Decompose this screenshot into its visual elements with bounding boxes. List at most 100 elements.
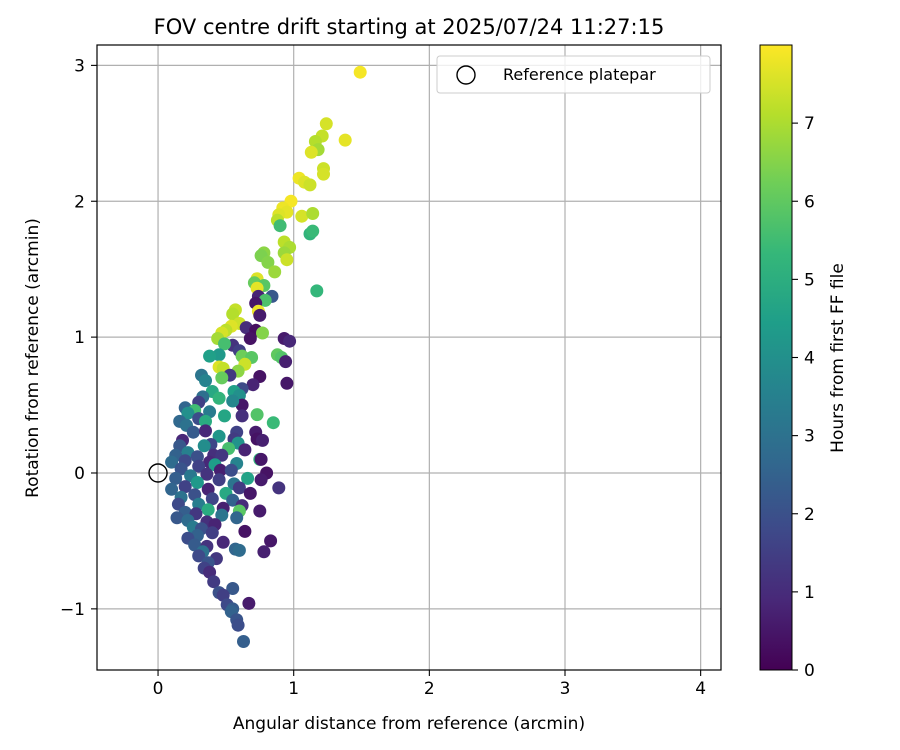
scatter-point [261, 255, 275, 269]
colorbar-tick-label: 3 [804, 427, 815, 447]
scatter-point [174, 462, 188, 476]
scatter-point [212, 473, 226, 487]
scatter-point [232, 543, 246, 557]
colorbar-tick-label: 2 [804, 505, 815, 525]
scatter-point [253, 308, 267, 322]
plot-frame [96, 44, 722, 671]
colorbar-tick-label: 7 [804, 114, 815, 134]
scatter-point [242, 596, 256, 610]
x-tick-label: 3 [560, 679, 571, 699]
scatter-point [200, 467, 214, 481]
scatter-point [310, 284, 324, 298]
colorbar-tick-label: 5 [804, 270, 815, 290]
y-tick-label: −1 [60, 600, 85, 620]
scatter-point [353, 65, 367, 79]
y-tick-label: 0 [74, 464, 85, 484]
x-tick-label: 0 [153, 679, 164, 699]
scatter-point [264, 534, 278, 548]
x-tick-label: 1 [288, 679, 299, 699]
chart-title: FOV centre drift starting at 2025/07/24 … [154, 15, 665, 39]
scatter-point [280, 253, 294, 267]
scatter-point [243, 332, 257, 345]
x-axis-ticks: 0 1 2 3 4 [153, 670, 706, 699]
scatter-point [212, 348, 226, 362]
scatter-point [199, 414, 212, 428]
scatter-point [237, 635, 250, 648]
scatter-point [256, 326, 269, 340]
colorbar-gradient [759, 44, 793, 671]
scatter-point [235, 409, 249, 423]
scatter-point [205, 492, 219, 506]
scatter-point [215, 371, 229, 385]
scatter-point [317, 167, 330, 181]
scatter-point [190, 476, 204, 489]
colorbar-label: Hours from first FF file [828, 263, 848, 453]
scatter-point [218, 337, 231, 351]
scatter-point [246, 378, 260, 392]
scatter-point [280, 376, 294, 390]
scatter-point [272, 481, 286, 495]
legend-marker [456, 65, 476, 85]
scatter-point [254, 473, 268, 487]
scatter-point [212, 429, 226, 443]
grid-lines [97, 45, 721, 670]
scatter-point [226, 582, 240, 595]
scatter-point [165, 455, 179, 469]
colorbar-tick-label: 4 [804, 349, 815, 369]
scatter-point [283, 334, 297, 348]
x-axis-label: Angular distance from reference (arcmin) [233, 714, 585, 734]
scatter-point [250, 408, 264, 422]
scatter-point [238, 443, 252, 457]
scatter-point [207, 575, 221, 589]
scatter-point [178, 480, 192, 494]
x-tick-label: 2 [424, 679, 435, 699]
colorbar-tick-label: 1 [804, 583, 815, 603]
y-tick-label: 3 [74, 56, 85, 76]
legend-box [436, 55, 711, 94]
scatter-point [224, 463, 238, 477]
scatter-point [257, 545, 271, 559]
scatter-point [230, 511, 244, 525]
scatter-point [303, 178, 317, 192]
scatter-point [213, 463, 227, 477]
scatter-point [266, 416, 280, 430]
scatter-point [190, 450, 204, 464]
scatter-point [201, 503, 215, 517]
scatter-point [273, 219, 287, 233]
data-points [165, 65, 367, 648]
colorbar: 0 1 2 3 4 5 6 7 Hours from first FF file [759, 44, 848, 681]
scatter-point [256, 433, 269, 447]
scatter-point [212, 391, 226, 405]
scatter-point [306, 224, 320, 238]
scatter-point [243, 486, 257, 500]
scatter-point [169, 471, 183, 485]
scatter-point [226, 493, 240, 507]
scatter-point [203, 349, 217, 363]
scatter-point [238, 524, 252, 538]
scatter-point [192, 459, 206, 473]
x-tick-label: 4 [695, 679, 706, 699]
scatter-point [231, 618, 245, 632]
colorbar-tick-label: 0 [804, 661, 815, 681]
legend-entry-reference-platepar: Reference platepar [503, 65, 656, 84]
scatter-point [186, 425, 200, 439]
scatter-point [226, 307, 240, 321]
colorbar-tick-label: 6 [804, 192, 815, 212]
scatter-point [205, 526, 219, 540]
scatter-point [319, 117, 333, 131]
scatter-point [170, 511, 184, 525]
scatter-point [304, 145, 318, 159]
colorbar-ticks: 0 1 2 3 4 5 6 7 [792, 114, 815, 681]
scatter-point [197, 439, 211, 453]
scatter-point [279, 355, 293, 369]
scatter-point [216, 535, 230, 549]
y-tick-label: 1 [74, 328, 85, 348]
scatter-point [215, 508, 229, 522]
scatter-point [199, 374, 212, 388]
scatter-point [268, 265, 282, 279]
y-axis-label: Rotation from reference (arcmin) [23, 218, 43, 498]
reference-platepar-marker [148, 463, 168, 483]
scatter-point [181, 406, 195, 420]
scatter-point [232, 481, 246, 495]
